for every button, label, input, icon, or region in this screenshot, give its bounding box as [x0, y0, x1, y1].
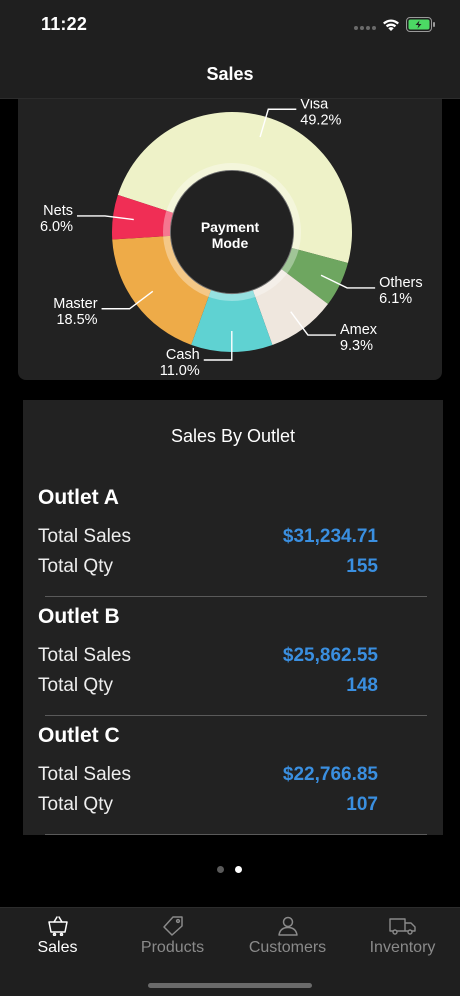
total-sales-value: $25,862.55 [282, 645, 378, 666]
person-icon [277, 916, 298, 936]
slice-visa[interactable] [117, 111, 353, 263]
outlet-divider [45, 596, 427, 597]
page-dot-active[interactable] [235, 866, 242, 873]
page-dot[interactable] [217, 866, 224, 873]
page-title: Sales [206, 64, 254, 84]
slice-value-others: 6.1% [379, 291, 412, 307]
total-sales-label: Total Sales [38, 645, 131, 666]
chart-center-label: Payment [201, 219, 260, 235]
sales-by-outlet-card: Sales By Outlet Outlet A Total Sales $31… [23, 400, 443, 835]
donut-inner-ring [163, 163, 301, 301]
tab-inventory[interactable]: Inventory [345, 908, 460, 968]
total-sales-value: $31,234.71 [282, 526, 378, 547]
slice-nets[interactable] [111, 194, 174, 240]
leader-line-master [101, 290, 154, 310]
leader-line-cash [203, 330, 233, 361]
slice-value-nets: 6.0% [40, 219, 73, 235]
wifi-icon [383, 19, 399, 31]
donut-hole [171, 171, 293, 293]
chart-center-label: Mode [212, 235, 249, 251]
status-time: 11:22 [41, 14, 88, 34]
nav-bar: Sales [0, 50, 460, 99]
total-qty-value: 148 [346, 675, 378, 696]
tab-sales[interactable]: Sales [0, 908, 115, 968]
slice-label-others: Others [379, 275, 423, 291]
tab-bar: Sales Products Customers Inventory [0, 907, 460, 996]
total-qty-label: Total Qty [38, 794, 113, 815]
total-qty-label: Total Qty [38, 556, 113, 577]
slice-amex[interactable] [252, 269, 328, 345]
signal-icon [354, 24, 378, 32]
tag-icon [162, 916, 183, 936]
slice-cash[interactable] [191, 290, 273, 352]
slice-label-master: Master [53, 296, 97, 312]
tab-label: Inventory [369, 939, 436, 956]
outlet-name: Outlet B [38, 605, 120, 628]
outlet-divider [45, 834, 427, 835]
leader-line-visa [259, 108, 297, 138]
leader-line-nets [77, 215, 134, 221]
leader-line-amex [290, 311, 336, 336]
slice-label-amex: Amex [340, 322, 378, 338]
leader-line-others [320, 274, 376, 289]
total-qty-value: 155 [346, 556, 378, 577]
total-qty-value: 107 [346, 794, 378, 815]
outlet-name: Outlet C [38, 724, 120, 747]
tab-label: Sales [37, 939, 78, 956]
battery-icon [406, 17, 435, 32]
slice-master[interactable] [112, 235, 211, 345]
slice-value-visa: 49.2% [300, 112, 341, 128]
slice-value-master: 18.5% [56, 312, 97, 328]
truck-icon [388, 918, 416, 935]
tab-label: Customers [248, 939, 327, 956]
home-indicator [148, 983, 312, 988]
slice-label-nets: Nets [43, 203, 73, 219]
slice-label-cash: Cash [166, 347, 200, 363]
total-qty-label: Total Qty [38, 675, 113, 696]
tab-products[interactable]: Products [115, 908, 230, 968]
tab-customers[interactable]: Customers [230, 908, 345, 968]
sales-by-outlet-title: Sales By Outlet [170, 426, 296, 446]
payment-mode-chart-card: Payment Mode Visa 49.2% Others 6.1% Amex 9.3% Ca… [18, 99, 442, 380]
total-sales-label: Total Sales [38, 526, 131, 547]
tab-label: Products [140, 939, 205, 956]
outlet-name: Outlet A [38, 486, 119, 509]
page-indicator[interactable] [217, 866, 245, 874]
outlet-divider [45, 715, 427, 716]
status-bar: 11:22 [0, 0, 460, 50]
slice-value-amex: 9.3% [340, 338, 373, 354]
slice-label-visa: Visa [300, 99, 329, 112]
slice-others[interactable] [281, 247, 348, 305]
basket-icon [47, 916, 68, 936]
total-sales-label: Total Sales [38, 764, 131, 785]
slice-value-cash: 11.0% [160, 363, 200, 379]
total-sales-value: $22,766.85 [282, 764, 378, 785]
